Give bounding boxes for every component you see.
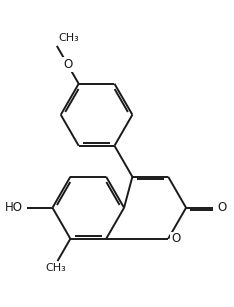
Text: CH₃: CH₃ (45, 263, 66, 273)
Text: CH₃: CH₃ (59, 33, 79, 43)
Text: O: O (218, 201, 227, 214)
Text: O: O (171, 232, 180, 245)
Text: HO: HO (4, 201, 22, 214)
Text: O: O (63, 58, 72, 71)
